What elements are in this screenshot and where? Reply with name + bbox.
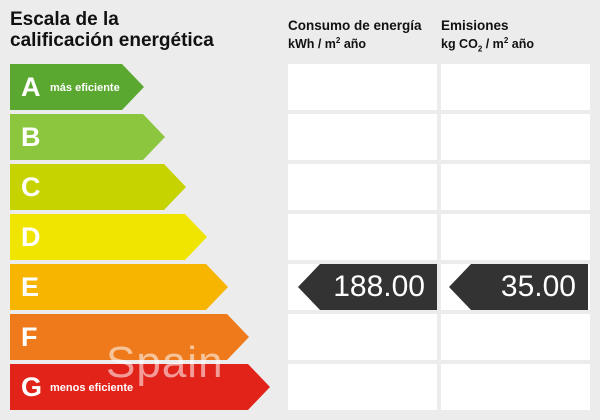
- emisiones-cell-g: [441, 364, 590, 410]
- consumo-cell-g: [288, 364, 437, 410]
- emisiones-cell-f: [441, 314, 590, 360]
- rating-arrow-d: [10, 214, 207, 260]
- consumo-cell-c: [288, 164, 437, 210]
- consumo-label: Consumo de energía: [288, 18, 422, 33]
- rating-letter: G: [21, 372, 43, 402]
- rating-note: más eficiente: [50, 82, 120, 94]
- rating-letter: F: [21, 322, 38, 352]
- emisiones-cell-b: [441, 114, 590, 160]
- consumo-cell-d: [288, 214, 437, 260]
- emisiones-unit: kg CO2 / m2 año: [441, 35, 534, 54]
- rating-letter: A: [21, 72, 41, 102]
- page-title: Escala de la calificación energética: [10, 9, 214, 51]
- rating-letter: B: [21, 122, 41, 152]
- rating-letter: C: [21, 172, 41, 202]
- emisiones-label: Emisiones: [441, 18, 509, 33]
- rating-note: menos eficiente: [50, 382, 134, 394]
- emisiones-cell-a: [441, 64, 590, 110]
- rating-arrow-e: [10, 264, 228, 310]
- title-line-1: Escala de la: [10, 9, 119, 30]
- emisiones-cell-d: [441, 214, 590, 260]
- rating-bar-b: B: [10, 114, 165, 160]
- column-header-consumo: Consumo de energía kWh / m2 año: [288, 17, 422, 53]
- consumo-cell-f: [288, 314, 437, 360]
- consumo-value-tag-text: 188.00: [333, 270, 425, 303]
- consumo-cell-b: [288, 114, 437, 160]
- column-header-emisiones: Emisiones kg CO2 / m2 año: [441, 17, 534, 53]
- rating-letter: D: [21, 222, 41, 252]
- rating-bar-f: F: [10, 314, 249, 360]
- rating-arrow-b: [10, 114, 165, 160]
- rating-bar-e: E: [10, 264, 228, 310]
- consumo-value-tag: 188.00: [298, 264, 437, 310]
- consumo-unit: kWh / m2 año: [288, 35, 367, 51]
- rating-bar-d: D: [10, 214, 207, 260]
- emisiones-value-tag-text: 35.00: [500, 270, 576, 303]
- rating-arrow-g: [10, 364, 270, 410]
- emisiones-value-tag: 35.00: [449, 264, 588, 310]
- rating-bar-c: C: [10, 164, 186, 210]
- consumo-cell-a: [288, 64, 437, 110]
- rating-arrow-f: [10, 314, 249, 360]
- rating-arrow-c: [10, 164, 186, 210]
- watermark: Spain: [106, 338, 224, 387]
- rating-arrow-a: [10, 64, 144, 110]
- rating-letter: E: [21, 272, 40, 302]
- emisiones-cell-c: [441, 164, 590, 210]
- title-line-2: calificación energética: [10, 30, 214, 51]
